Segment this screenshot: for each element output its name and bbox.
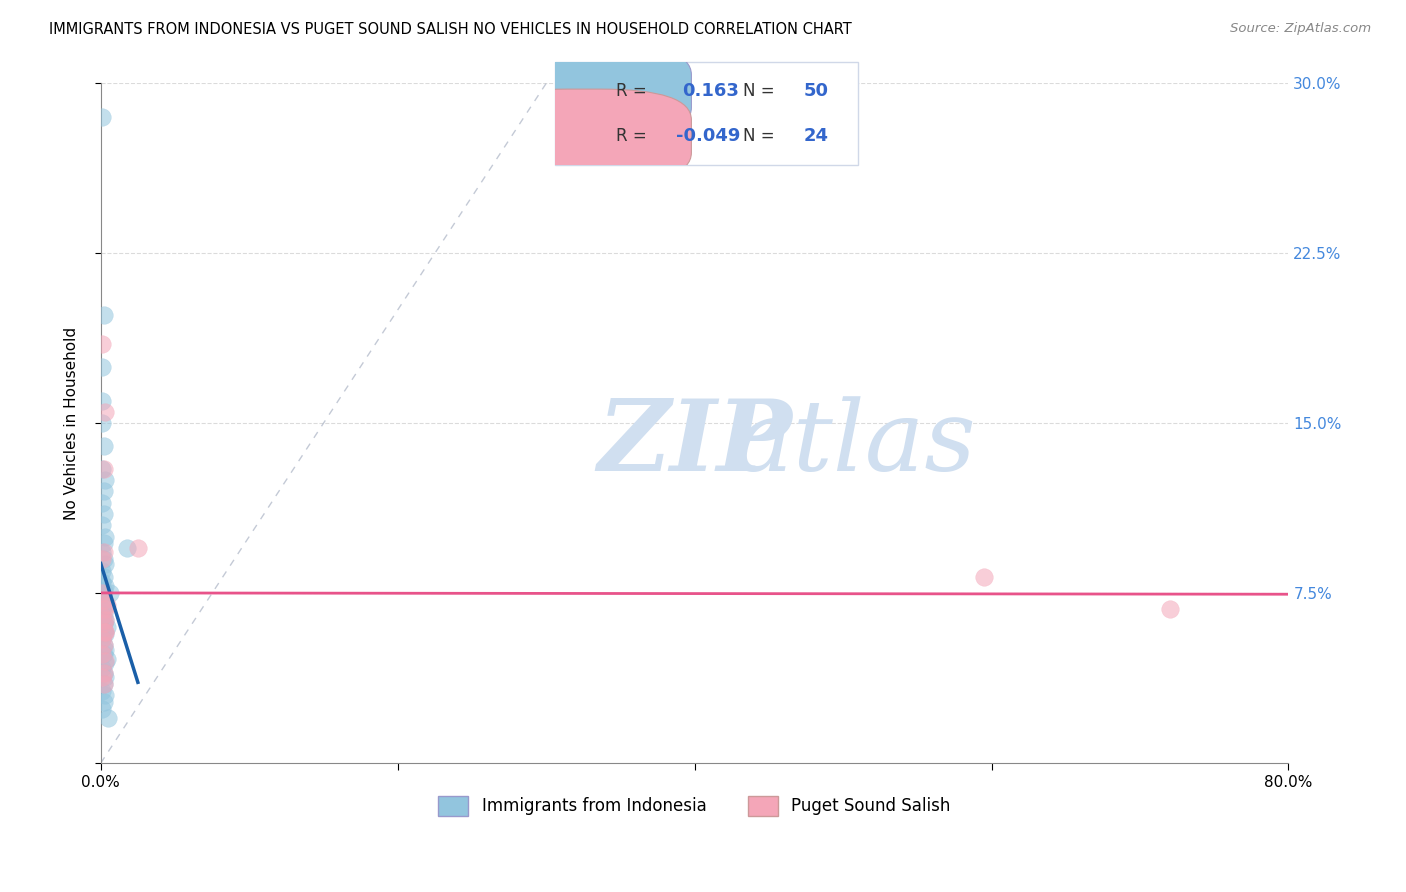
Point (91, 632, 114, 646)
Point (94, 654, 117, 668)
Point (91, 495, 114, 509)
Point (96, 652, 118, 666)
Point (973, 570, 995, 584)
Y-axis label: No Vehicles in Household: No Vehicles in Household (65, 326, 79, 520)
Point (91, 702, 114, 716)
Point (91, 337, 114, 351)
Point (91, 574, 114, 589)
Point (91, 552, 114, 566)
Point (93, 638, 115, 652)
Point (117, 541, 139, 555)
Text: -0.049: -0.049 (676, 128, 741, 145)
Point (93, 615, 115, 630)
Point (94, 624, 117, 639)
Point (93, 607, 115, 621)
Point (91, 608, 114, 623)
Point (93, 545, 115, 559)
Point (91, 545, 114, 559)
Point (94, 614, 117, 628)
Point (91, 683, 114, 698)
Point (98, 586, 121, 600)
Text: IMMIGRANTS FROM INDONESIA VS PUGET SOUND SALISH NO VEHICLES IN HOUSEHOLD CORRELA: IMMIGRANTS FROM INDONESIA VS PUGET SOUND… (49, 22, 852, 37)
Point (94, 579, 117, 593)
Point (94, 643, 117, 657)
FancyBboxPatch shape (477, 44, 692, 138)
Point (91, 359, 114, 374)
Text: 0.163: 0.163 (682, 82, 740, 100)
Point (91, 670, 114, 684)
Text: 50: 50 (803, 82, 828, 100)
Point (94, 473, 117, 487)
Point (91, 661, 114, 675)
Point (93, 593, 115, 607)
Point (94, 530, 117, 544)
Point (91, 589, 114, 603)
Point (93, 677, 115, 691)
Point (93, 624, 115, 639)
Text: R =: R = (616, 82, 647, 100)
Point (93, 308, 115, 322)
Point (1159, 602, 1181, 616)
Point (93, 552, 115, 566)
Text: atlas: atlas (734, 396, 976, 491)
Point (94, 627, 117, 641)
Point (91, 518, 114, 533)
Point (94, 657, 117, 671)
Text: N =: N = (742, 128, 775, 145)
Point (94, 598, 117, 612)
Point (93, 695, 115, 709)
Point (93, 507, 115, 521)
Point (91, 586, 114, 600)
Text: N =: N = (742, 82, 775, 100)
Point (91, 602, 114, 616)
Point (93, 648, 115, 662)
Point (91, 564, 114, 578)
Point (94, 557, 117, 571)
Point (91, 608, 114, 623)
Point (97, 711, 120, 725)
Point (91, 417, 114, 431)
Text: 24: 24 (803, 128, 828, 145)
Text: Source: ZipAtlas.com: Source: ZipAtlas.com (1230, 22, 1371, 36)
Point (93, 677, 115, 691)
Point (91, 648, 114, 662)
Text: ZIP: ZIP (598, 395, 792, 491)
Point (93, 583, 115, 598)
Point (93, 484, 115, 499)
Point (93, 461, 115, 475)
Point (96, 620, 118, 634)
Point (93, 615, 115, 630)
Legend: Immigrants from Indonesia, Puget Sound Salish: Immigrants from Indonesia, Puget Sound S… (432, 789, 957, 822)
FancyBboxPatch shape (477, 89, 692, 184)
Point (94, 624, 117, 639)
Point (93, 665, 115, 680)
Point (91, 632, 114, 646)
Text: R =: R = (616, 128, 647, 145)
Point (93, 570, 115, 584)
Point (93, 665, 115, 680)
Point (96, 598, 118, 612)
Point (94, 602, 117, 616)
Point (94, 614, 117, 628)
Point (93, 638, 115, 652)
Point (94, 688, 117, 702)
Point (91, 111, 114, 125)
Point (94, 670, 117, 684)
Point (127, 541, 149, 555)
Point (91, 461, 114, 475)
Point (93, 536, 115, 550)
Point (91, 393, 114, 408)
FancyBboxPatch shape (555, 62, 858, 165)
Point (93, 593, 115, 607)
Point (94, 405, 117, 419)
Point (93, 439, 115, 453)
